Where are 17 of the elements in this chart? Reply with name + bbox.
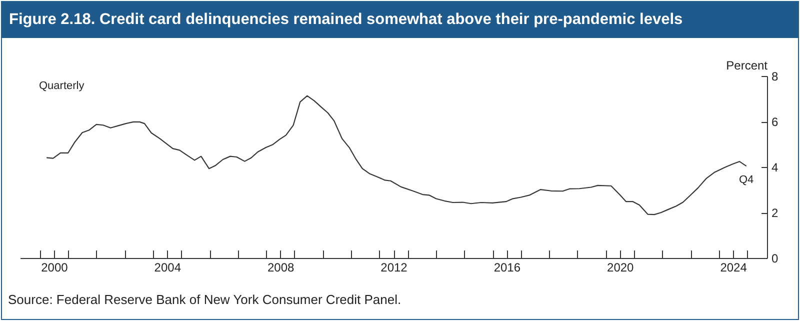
x-tick-label: 2008 (267, 260, 294, 274)
x-tick-label: 2020 (607, 260, 634, 274)
y-tick-label: 0 (772, 252, 778, 266)
x-tick-label: 2012 (380, 260, 408, 274)
x-tick-label: 2016 (494, 260, 521, 274)
chart-title: Figure 2.18. Credit card delinquencies remained somewhat above their pre-pandemic levels (1, 1, 799, 38)
x-tick-label: 2000 (41, 260, 68, 274)
annotation: Quarterly (39, 80, 84, 92)
y-axis-title: Percent (726, 58, 768, 72)
y-tick-label: 8 (772, 70, 778, 84)
y-tick-label: 2 (772, 206, 778, 220)
y-tick-label: 4 (772, 160, 778, 174)
annotation: Q4 (739, 174, 754, 186)
x-tick-label: 2024 (720, 260, 748, 274)
source-note: Source: Federal Reserve Bank of New York Consumer Credit Panel. (8, 292, 402, 307)
x-tick-label: 2004 (154, 260, 182, 274)
y-tick-label: 6 (772, 115, 778, 129)
